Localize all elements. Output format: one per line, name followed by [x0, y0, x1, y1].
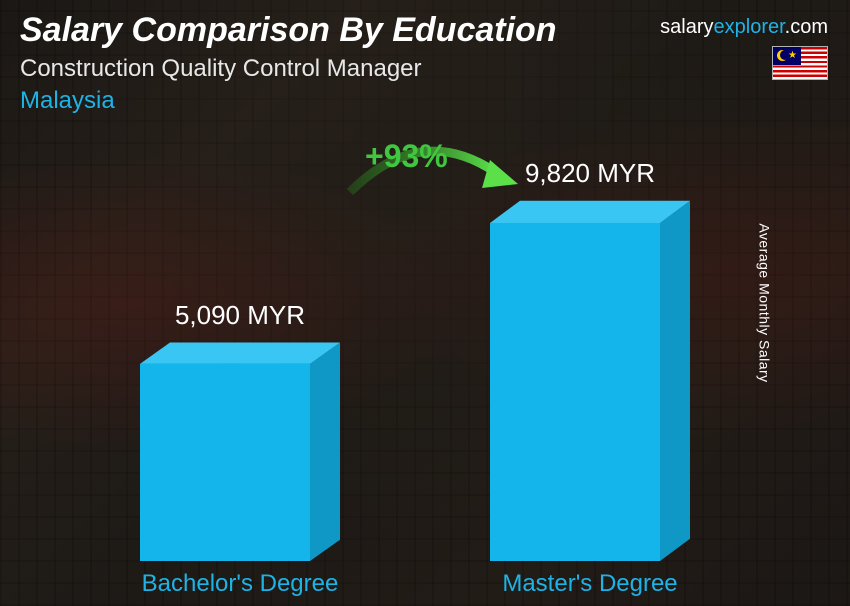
chart-country: Malaysia — [20, 87, 830, 115]
bar-svg-masters — [490, 197, 690, 561]
bar3d-bachelors — [140, 339, 340, 566]
brand-logo: salaryexplorer.com — [660, 16, 828, 39]
category-bachelors: Bachelor's Degree — [110, 570, 370, 598]
bar-svg-bachelors — [140, 339, 340, 561]
chart-area: 5,090 MYR 9,820 MYR Bachelor's Degree Ma… — [0, 130, 850, 606]
bar-masters: 9,820 MYR — [490, 158, 690, 566]
brand-suffix: .com — [785, 16, 828, 38]
bar-value-masters: 9,820 MYR — [490, 158, 690, 189]
bar-value-bachelors: 5,090 MYR — [140, 300, 340, 331]
bar-bachelors: 5,090 MYR — [140, 300, 340, 566]
brand-accent: explorer — [714, 16, 785, 38]
flag-icon: ★ — [772, 46, 828, 80]
brand-prefix: salary — [660, 16, 713, 38]
bar3d-masters — [490, 197, 690, 566]
category-masters: Master's Degree — [460, 570, 720, 598]
chart-subtitle: Construction Quality Control Manager — [20, 55, 830, 83]
